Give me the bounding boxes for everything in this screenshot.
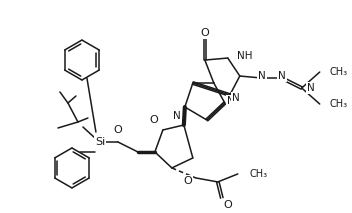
Text: N: N <box>307 83 314 93</box>
Text: O: O <box>200 28 209 38</box>
Text: O: O <box>183 176 192 186</box>
Text: N: N <box>232 93 240 103</box>
Text: CH₃: CH₃ <box>250 169 268 179</box>
Text: O: O <box>224 200 233 210</box>
Text: CH₃: CH₃ <box>330 67 348 77</box>
Text: Si: Si <box>95 137 105 147</box>
Text: N: N <box>258 71 266 81</box>
Text: O: O <box>149 115 158 125</box>
Text: N: N <box>227 96 234 106</box>
Text: O: O <box>114 125 122 135</box>
Text: NH: NH <box>237 51 252 61</box>
Text: N: N <box>278 71 285 81</box>
Text: N: N <box>173 111 181 121</box>
Text: CH₃: CH₃ <box>330 99 348 109</box>
